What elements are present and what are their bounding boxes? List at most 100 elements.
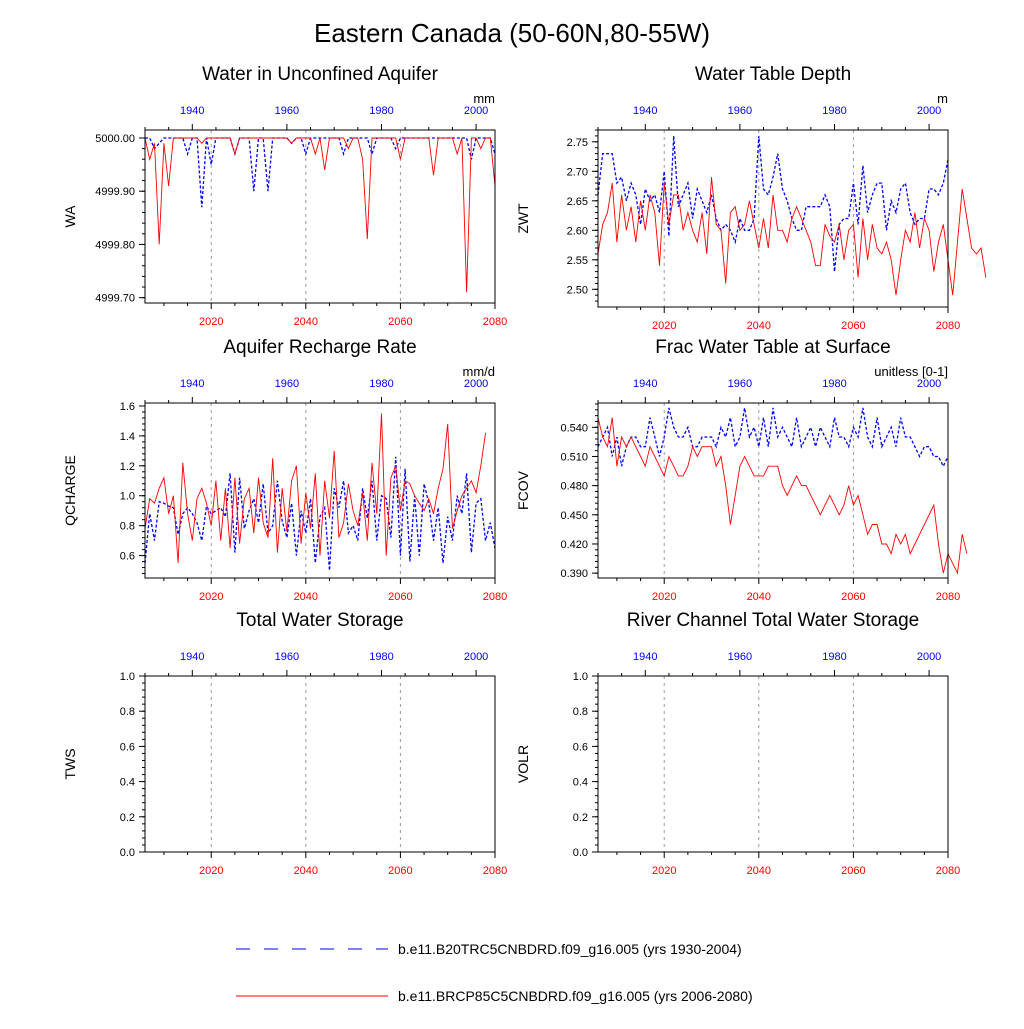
x-bottom-tick-label: 2020 (652, 591, 676, 603)
x-bottom-tick-label: 2060 (388, 591, 412, 603)
series-line-historical (597, 135, 949, 272)
plot-frame (144, 129, 496, 304)
y-axis-label: QCHARGE (62, 455, 78, 526)
y-tick-label: 0.4 (573, 777, 588, 789)
x-top-tick-label: 2000 (464, 651, 488, 663)
units-label: m (937, 91, 948, 106)
panel-title: River Channel Total Water Storage (627, 610, 920, 631)
series-line-historical (145, 137, 496, 208)
x-top-tick-label: 1960 (275, 651, 299, 663)
panel-title: Frac Water Table at Surface (655, 337, 891, 358)
series-line-historical (144, 456, 496, 571)
x-top-tick-label: 1980 (822, 105, 846, 117)
x-top-tick-label: 1960 (728, 651, 752, 663)
legend: b.e11.B20TRC5CNBDRD.f09_g16.005 (yrs 193… (236, 941, 753, 1004)
panel-title: Aquifer Recharge Rate (223, 337, 416, 358)
y-tick-label: 1.4 (120, 431, 135, 443)
chart-panel-4: Frac Water Table at Surface unitless [0-1… (515, 337, 968, 603)
y-tick-label: 0.6 (120, 551, 135, 563)
y-axis-label: WA (62, 205, 78, 228)
y-tick-label: 0.450 (560, 510, 588, 522)
y-tick-label: 4999.90 (95, 186, 135, 198)
units-label: mm/d (463, 364, 496, 379)
x-top-tick-label: 1960 (275, 378, 299, 390)
y-tick-label: 0.510 (560, 451, 588, 463)
y-tick-label: 1.0 (120, 491, 135, 503)
x-bottom-tick-label: 2020 (199, 316, 223, 328)
y-tick-label: 1.0 (573, 671, 588, 683)
x-top-tick-label: 2000 (917, 105, 941, 117)
x-bottom-tick-label: 2020 (652, 320, 676, 332)
x-top-tick-label: 1940 (633, 378, 657, 390)
y-tick-label: 2.50 (567, 284, 588, 296)
x-top-tick-label: 2000 (917, 378, 941, 390)
y-axis-label: FCOV (515, 470, 531, 510)
x-top-tick-label: 1980 (822, 378, 846, 390)
x-bottom-tick-label: 2020 (652, 865, 676, 877)
y-tick-label: 0.6 (120, 741, 135, 753)
y-axis-label: ZWT (515, 203, 531, 234)
y-tick-label: 0.8 (120, 706, 135, 718)
units-label: unitless [0-1] (874, 364, 948, 379)
chart-panel-3: Aquifer Recharge Rate mm/d QCHARGE 1.6 1.4 1.… (62, 337, 507, 603)
series-line-future (144, 413, 486, 564)
x-bottom-tick-label: 2080 (483, 316, 507, 328)
x-top-tick-label: 2000 (464, 378, 488, 390)
y-tick-label: 0.0 (120, 847, 135, 859)
plot-frame (144, 675, 496, 853)
x-top-tick-label: 1940 (180, 378, 204, 390)
series-line-future (144, 137, 496, 293)
y-axis-label: TWS (62, 748, 78, 779)
legend-label-future: b.e11.BRCP85C5CNBDRD.f09_g16.005 (yrs 20… (398, 988, 753, 1004)
units-label: mm (473, 91, 495, 106)
plot-frame (597, 129, 949, 308)
x-bottom-tick-label: 2040 (747, 591, 771, 603)
x-bottom-tick-label: 2040 (747, 865, 771, 877)
x-top-tick-label: 2000 (917, 651, 941, 663)
x-bottom-tick-label: 2040 (294, 865, 318, 877)
panel-title: Water Table Depth (695, 64, 851, 85)
chart-panel-2: Water Table Depth m ZWT 2.75 2.70 2.65 2.60 2.5… (515, 64, 987, 332)
y-tick-label: 1.2 (120, 461, 135, 473)
y-tick-label: 1.0 (120, 671, 135, 683)
plot-frame (144, 402, 496, 579)
y-tick-label: 1.6 (120, 401, 135, 413)
x-top-tick-label: 1940 (180, 651, 204, 663)
y-tick-label: 2.60 (567, 225, 588, 237)
y-tick-label: 4999.80 (95, 239, 135, 251)
y-tick-label: 2.70 (567, 166, 588, 178)
x-bottom-tick-label: 2060 (841, 320, 865, 332)
x-top-tick-label: 1940 (633, 651, 657, 663)
x-top-tick-label: 1980 (822, 651, 846, 663)
y-tick-label: 0.540 (560, 422, 588, 434)
y-tick-label: 5000.00 (95, 133, 135, 145)
y-tick-label: 0.2 (573, 812, 588, 824)
y-axis-label: VOLR (515, 745, 531, 783)
x-top-tick-label: 1960 (275, 105, 299, 117)
legend-label-historical: b.e11.B20TRC5CNBDRD.f09_g16.005 (yrs 193… (398, 941, 742, 957)
y-tick-label: 0.2 (120, 812, 135, 824)
x-bottom-tick-label: 2020 (199, 591, 223, 603)
x-top-tick-label: 1980 (369, 651, 393, 663)
series-line-future (597, 417, 968, 575)
y-tick-label: 4999.70 (95, 293, 135, 305)
y-tick-label: 0.8 (573, 706, 588, 718)
y-tick-label: 0.0 (573, 847, 588, 859)
series-line-historical (597, 407, 949, 468)
x-bottom-tick-label: 2040 (294, 591, 318, 603)
y-tick-label: 0.8 (120, 521, 135, 533)
y-tick-label: 2.55 (567, 255, 588, 267)
x-bottom-tick-label: 2080 (483, 865, 507, 877)
y-tick-label: 2.65 (567, 196, 588, 208)
x-bottom-tick-label: 2040 (294, 316, 318, 328)
plot-frame (597, 402, 949, 579)
panel-title: Water in Unconfined Aquifer (202, 64, 439, 85)
figure-title: Eastern Canada (50-60N,80-55W) (314, 18, 710, 48)
x-top-tick-label: 1960 (728, 105, 752, 117)
x-top-tick-label: 1980 (369, 105, 393, 117)
y-tick-label: 0.420 (560, 539, 588, 551)
x-bottom-tick-label: 2080 (483, 591, 507, 603)
x-bottom-tick-label: 2060 (388, 316, 412, 328)
